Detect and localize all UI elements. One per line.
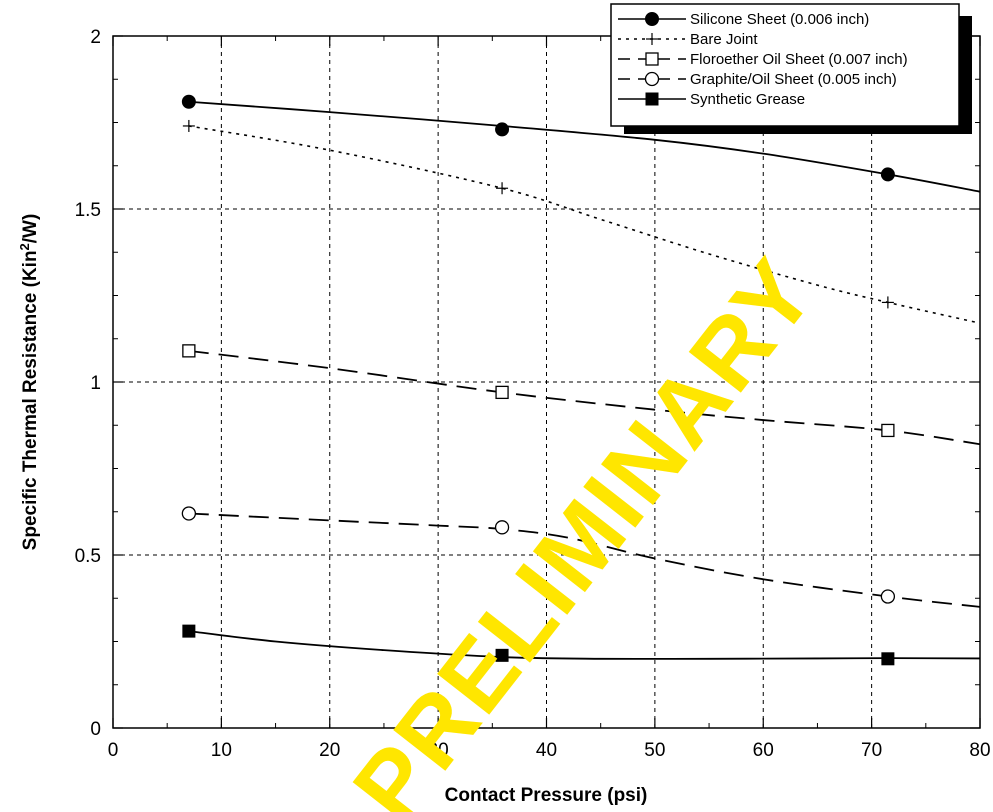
series-graphite-oil-sheet-0-005-inch [181,506,981,608]
grid-lines [113,36,980,728]
x-tick-label: 70 [861,740,882,761]
legend-entry: Bare Joint [618,31,758,48]
legend-label: Graphite/Oil Sheet (0.005 inch) [690,71,897,88]
legend-entry: Floroether Oil Sheet (0.007 inch) [618,51,908,68]
data-point [881,652,895,666]
legend-label: Silicone Sheet (0.006 inch) [690,11,869,28]
series-line [188,512,981,608]
x-tick-label: 80 [969,740,990,761]
legend-entry: Graphite/Oil Sheet (0.005 inch) [618,71,897,88]
legend-entries: Silicone Sheet (0.006 inch) Bare Joint Flo… [618,11,908,108]
y-tick-label: 1 [90,373,101,394]
data-point [182,344,196,358]
data-point [880,589,896,604]
data-point [495,648,509,662]
data-point [881,296,894,309]
data-point [646,33,658,45]
data-point [645,52,659,66]
x-tick-label: 40 [536,740,557,761]
data-point [645,12,659,26]
series-line [188,100,981,193]
legend-box [610,3,960,127]
legend-label: Bare Joint [690,31,758,48]
x-tick-label: 30 [428,740,449,761]
legend-label: Floroether Oil Sheet (0.007 inch) [690,51,908,68]
data-point [182,119,195,132]
data-point [495,385,509,400]
legend-entry: Synthetic Grease [618,91,805,108]
y-tick-label: 1.5 [75,200,101,221]
data-point [645,92,659,106]
series-line [188,630,981,660]
data-point [644,71,660,87]
data-point [182,624,196,638]
data-point [181,94,196,109]
data-point [495,122,510,137]
y-axis-title-main: Specific Thermal Resistance (Kin [20,250,41,550]
x-tick-label: 10 [211,740,232,761]
series-silicone-sheet-0-006-inch [181,94,981,193]
x-tick-label: 0 [108,740,119,761]
x-tick-label: 20 [319,740,340,761]
legend: Silicone Sheet (0.006 inch) Bare Joint Flo… [610,3,972,134]
y-axis-title: Specific Thermal Resistance (Kin2/W) [17,214,42,551]
x-tick-label: 50 [644,740,665,761]
legend-entry: Silicone Sheet (0.006 inch) [618,11,869,28]
y-tick-label: 0.5 [75,546,101,567]
legend-label: Synthetic Grease [690,91,805,108]
x-tick-label: 60 [753,740,774,761]
series-bare-joint [182,119,981,324]
data-point [496,182,509,195]
series-layer [181,94,981,666]
data-point [494,520,510,535]
data-point [880,167,895,182]
data-point [181,506,197,521]
y-tick-label: 2 [90,27,101,48]
series-floroether-oil-sheet-0-007-inch [182,344,981,446]
data-point [881,423,895,438]
y-axis-title-superscript: 2 [17,243,32,250]
series-synthetic-grease [182,624,981,666]
series-line [188,349,981,446]
x-tick-labels: 0 10 20 30 40 50 60 70 80 [108,740,991,761]
watermark-text: PRELIMINARY [333,239,836,812]
x-axis-title: Contact Pressure (psi) [445,785,648,806]
y-axis-title-tail: /W) [20,214,41,244]
y-tick-label: 0 [90,719,101,740]
y-tick-labels: 0 0.5 1 1.5 2 [75,27,101,740]
series-line [188,125,981,324]
